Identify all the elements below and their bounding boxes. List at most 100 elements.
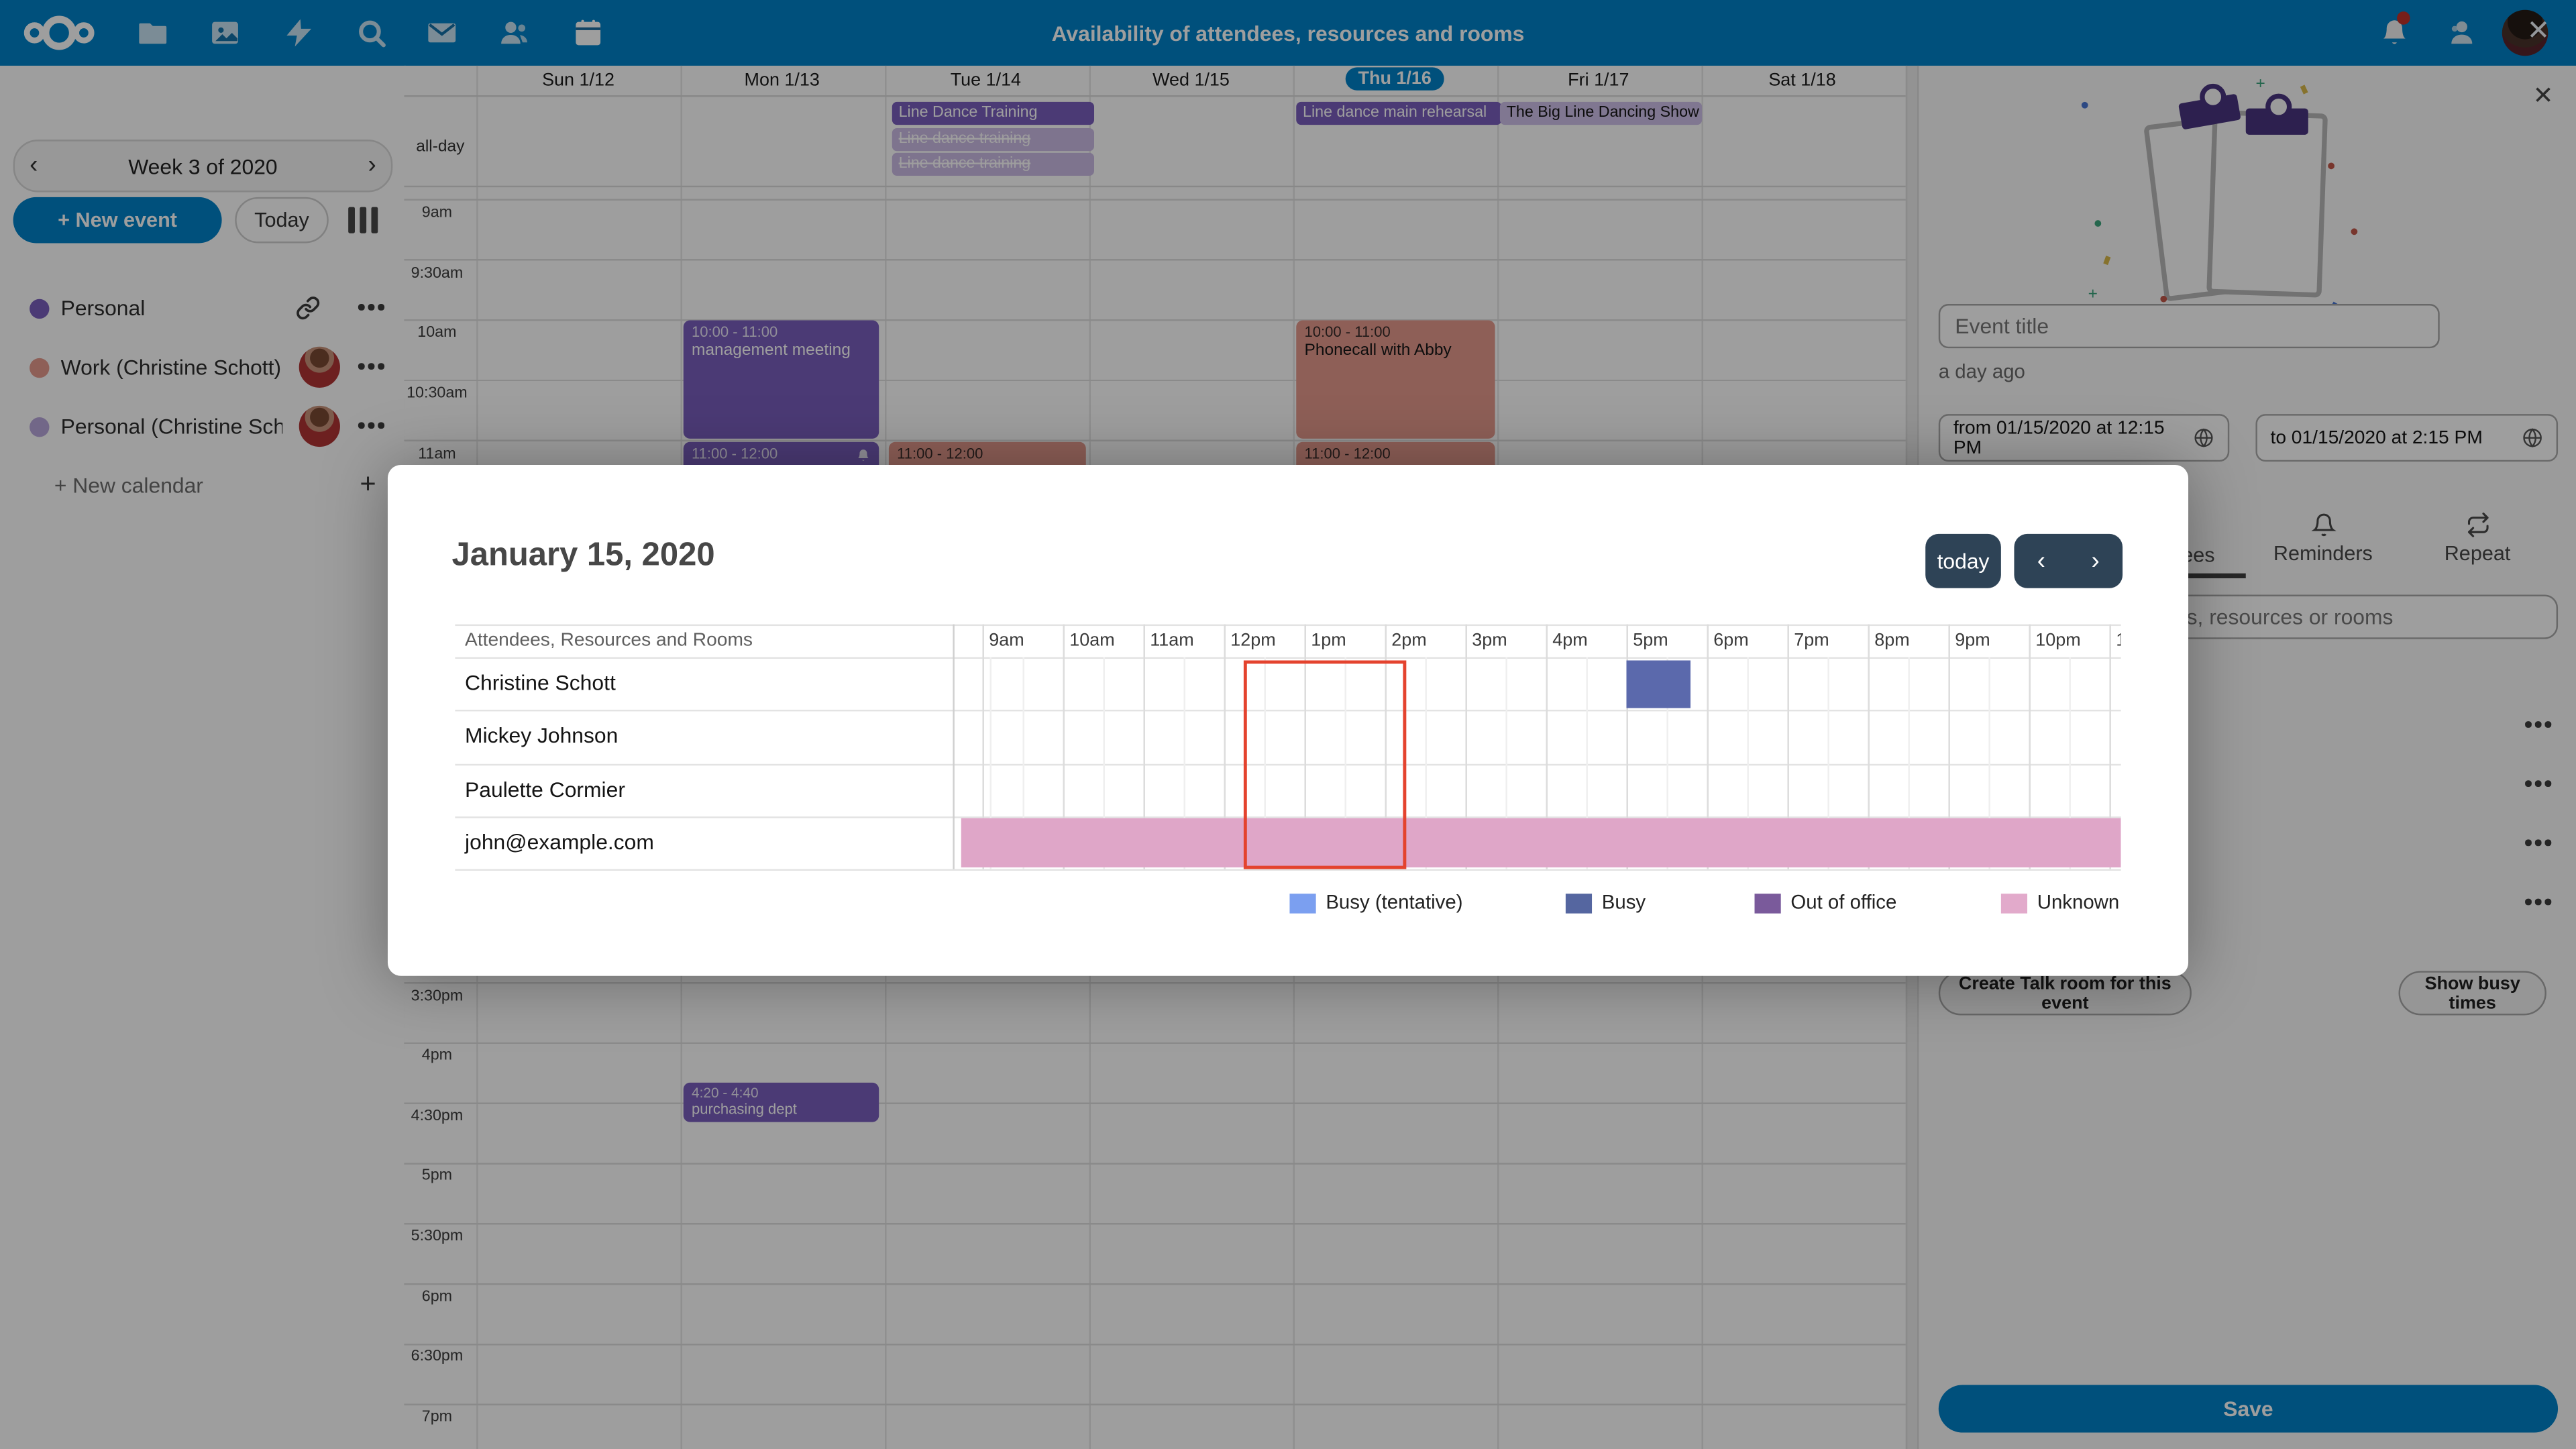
day-header[interactable]: Mon 1/13 <box>744 70 820 91</box>
calendar-item-personal-shared[interactable]: Personal (Christine Scho… <box>0 398 404 455</box>
alarm-bell-icon <box>858 448 869 460</box>
close-panel-icon[interactable]: ✕ <box>2532 82 2554 111</box>
clipboard-clip-ring <box>2265 93 2292 120</box>
confetti-decoration <box>2351 228 2358 235</box>
availability-modal: January 15, 2020 today ‹ › Attendees, Re… <box>387 465 2189 976</box>
mail-app-icon[interactable] <box>425 16 458 49</box>
calendar-menu-icon[interactable] <box>358 363 384 369</box>
timezone-globe-icon[interactable] <box>2522 427 2543 449</box>
timezone-globe-icon[interactable] <box>2194 427 2214 449</box>
header-divider <box>404 95 1906 97</box>
new-calendar-label: + New calendar <box>54 473 203 498</box>
calendar-color-dot <box>30 416 50 437</box>
calendar-item-personal[interactable]: Personal <box>0 279 404 337</box>
create-talk-room-button[interactable]: Create Talk room for this event <box>1938 971 2192 1016</box>
calendar-name: Work (Christine Schott) <box>60 354 282 380</box>
event-time: 10:00 - 11:00 <box>692 323 778 340</box>
day-header[interactable]: Wed 1/15 <box>1152 70 1230 91</box>
show-busy-times-button[interactable]: Show busy times <box>2398 971 2546 1016</box>
allday-divider <box>404 185 1906 188</box>
event-time: 11:00 - 12:00 <box>897 445 983 462</box>
today-button[interactable]: Today <box>235 197 329 244</box>
attendee-menu-icon[interactable] <box>2525 780 2551 786</box>
nextcloud-logo[interactable] <box>19 10 99 56</box>
contacts-menu-icon[interactable] <box>2447 16 2478 48</box>
calendar-item-work[interactable]: Work (Christine Schott) <box>0 338 404 396</box>
hour-label: 3pm <box>1472 631 1507 651</box>
attendee-menu-icon[interactable] <box>2525 839 2551 846</box>
hour-label: 10am <box>1069 631 1115 651</box>
save-button[interactable]: Save <box>1938 1385 2559 1433</box>
avatar-close-icon[interactable]: ✕ <box>2526 15 2551 46</box>
allday-event-declined[interactable]: Line dance training <box>892 152 1095 176</box>
next-week-button[interactable]: › <box>368 151 376 179</box>
photos-app-icon[interactable] <box>209 16 241 49</box>
time-label: 10:30am <box>407 384 468 403</box>
legend-label: Out of office <box>1790 890 1897 914</box>
contacts-app-icon[interactable] <box>498 16 531 49</box>
share-link-icon[interactable] <box>296 296 321 321</box>
time-label: 6pm <box>421 1288 453 1306</box>
day-header[interactable]: Fri 1/17 <box>1568 70 1629 91</box>
tab-reminders[interactable]: Reminders <box>2246 513 2400 575</box>
time-label: 4:30pm <box>411 1107 464 1126</box>
view-toggle-icon[interactable] <box>340 207 386 233</box>
tab-label: Repeat <box>2444 542 2511 566</box>
attendees-column-header: Attendees, Resources and Rooms <box>465 631 753 651</box>
allday-label: all-day <box>416 138 465 156</box>
start-date-button[interactable]: from 01/15/2020 at 12:15 PM <box>1938 414 2230 462</box>
start-date-label: from 01/15/2020 at 12:15 PM <box>1953 418 2165 458</box>
hour-label: 1pm <box>1311 631 1346 651</box>
notifications-bell-icon[interactable] <box>2379 11 2410 48</box>
activity-app-icon[interactable] <box>282 16 315 49</box>
end-date-button[interactable]: to 01/15/2020 at 2:15 PM <box>2255 414 2559 462</box>
day-header[interactable]: Sat 1/18 <box>1768 70 1836 91</box>
selected-timespan-outline[interactable] <box>1243 660 1407 869</box>
confetti-decoration <box>2094 220 2102 227</box>
allday-event-declined[interactable]: Line dance training <box>892 127 1095 151</box>
new-event-button[interactable]: + New event <box>13 197 222 244</box>
confetti-decoration <box>2160 295 2167 303</box>
confetti-decoration <box>2328 162 2335 170</box>
hour-label: 12pm <box>1230 631 1276 651</box>
modal-prev-button[interactable]: ‹ <box>2037 547 2045 576</box>
modal-today-button[interactable]: today <box>1925 533 2001 588</box>
hour-label: 8pm <box>1874 631 1910 651</box>
hour-label: 10pm <box>2035 631 2081 651</box>
tab-repeat[interactable]: Repeat <box>2400 513 2555 575</box>
day-header-active[interactable]: Thu 1/16 <box>1304 67 1485 92</box>
hour-label: 4pm <box>1552 631 1588 651</box>
calendar-color-dot <box>30 298 50 318</box>
modal-next-button[interactable]: › <box>2091 547 2100 576</box>
search-app-icon[interactable] <box>355 16 388 49</box>
confetti-decoration <box>2081 101 2088 109</box>
previous-week-button[interactable]: ‹ <box>30 151 38 179</box>
new-calendar-button[interactable]: + New calendar + <box>0 457 404 515</box>
hour-label: 11pm <box>2116 631 2121 650</box>
attendee-menu-icon[interactable] <box>2525 898 2551 905</box>
avatar[interactable] <box>2502 9 2548 56</box>
allday-event[interactable]: The Big Line Dancing Show <box>1499 101 1703 125</box>
attendee-row-name: Paulette Cormier <box>465 777 625 802</box>
time-label: 5:30pm <box>411 1227 464 1246</box>
end-date-label: to 01/15/2020 at 2:15 PM <box>2270 427 2483 448</box>
notification-dot <box>2397 11 2410 25</box>
allday-event[interactable]: Line dance main rehearsal <box>1296 101 1502 125</box>
calendar-menu-icon[interactable] <box>358 422 384 428</box>
files-app-icon[interactable] <box>136 16 169 49</box>
time-label: 4pm <box>421 1046 453 1065</box>
event-title-input[interactable] <box>1938 304 2440 349</box>
attendee-menu-icon[interactable] <box>2525 721 2551 727</box>
calendar-app-icon[interactable] <box>572 16 604 49</box>
event-block[interactable]: 4:20 - 4:40 purchasing dept <box>683 1082 879 1122</box>
event-block[interactable]: 10:00 - 11:00 management meeting <box>683 320 879 439</box>
legend-swatch-out-of-office <box>1754 894 1781 914</box>
allday-event[interactable]: Line Dance Training <box>892 101 1095 125</box>
day-header[interactable]: Sun 1/12 <box>542 70 614 91</box>
legend-label: Busy <box>1601 890 1646 914</box>
day-header[interactable]: Tue 1/14 <box>950 70 1022 91</box>
modal-date-title: January 15, 2020 <box>451 537 715 574</box>
calendar-menu-icon[interactable] <box>358 304 384 310</box>
unknown-availability-row <box>961 818 2121 868</box>
event-block[interactable]: 10:00 - 11:00 Phonecall with Abby <box>1296 320 1495 439</box>
